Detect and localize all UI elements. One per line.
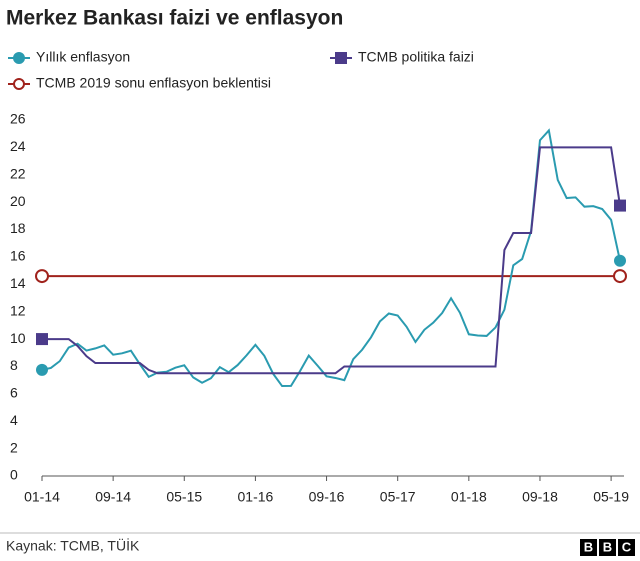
- marker: [36, 333, 48, 346]
- x-tick-label: 09-14: [95, 489, 131, 505]
- y-tick-label: 22: [10, 165, 26, 181]
- x-tick-label: 01-14: [24, 489, 60, 505]
- logo-letter: B: [584, 539, 593, 554]
- y-tick-label: 0: [10, 467, 18, 483]
- marker: [35, 269, 49, 284]
- x-tick-label: 01-16: [238, 489, 274, 505]
- x-tick-label: 05-15: [166, 489, 202, 505]
- x-tick-label: 01-18: [451, 489, 487, 505]
- marker: [614, 254, 626, 267]
- series-line: [41, 128, 621, 388]
- y-tick-label: 8: [10, 357, 18, 373]
- source: Kaynak: TCMB, TÜİK: [6, 537, 140, 554]
- y-tick-label: 16: [10, 248, 26, 264]
- y-tick-label: 6: [10, 385, 18, 401]
- y-tick-label: 26: [10, 111, 26, 127]
- logo-box: [580, 539, 597, 556]
- y-tick-label: 12: [10, 302, 26, 318]
- legend-marker: [13, 78, 25, 90]
- marker: [613, 269, 627, 284]
- chart-title: Merkez Bankası faizi ve enflasyon: [6, 7, 343, 30]
- y-tick-label: 24: [10, 138, 26, 154]
- logo-letter: C: [622, 539, 632, 554]
- y-tick-label: 18: [10, 220, 26, 236]
- marker: [36, 363, 48, 376]
- marker: [614, 199, 626, 212]
- x-tick-label: 09-16: [309, 489, 345, 505]
- legend-label: TCMB politika faizi: [358, 49, 474, 65]
- logo-letter: B: [603, 539, 612, 554]
- series-line: [42, 146, 621, 375]
- y-tick-label: 2: [10, 439, 18, 455]
- x-tick-label: 05-17: [380, 489, 416, 505]
- legend-label: TCMB 2019 sonu enflasyon beklentisi: [36, 75, 271, 91]
- x-tick-label: 09-18: [522, 489, 558, 505]
- y-tick-label: 4: [10, 412, 18, 428]
- legend-label: Yıllık enflasyon: [36, 49, 130, 65]
- logo-box: [618, 539, 635, 556]
- y-tick-label: 10: [10, 330, 26, 346]
- x-tick-label: 05-19: [593, 489, 629, 505]
- legend-marker: [335, 52, 347, 64]
- logo-box: [599, 539, 616, 556]
- y-tick-label: 14: [10, 275, 26, 291]
- legend-marker: [13, 52, 25, 64]
- y-tick-label: 20: [10, 193, 26, 209]
